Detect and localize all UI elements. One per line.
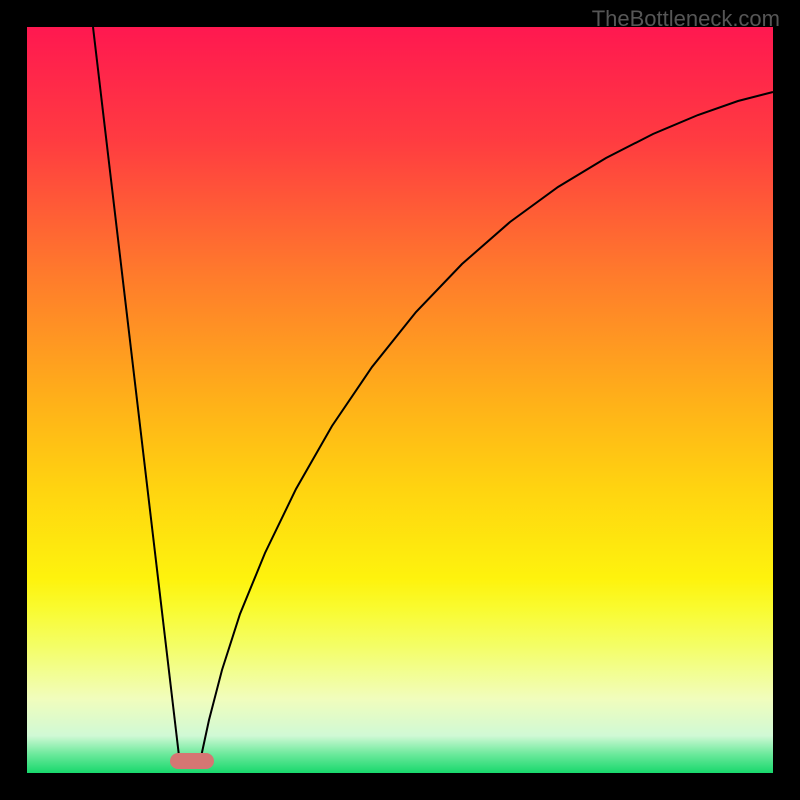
chart-container: TheBottleneck.com <box>0 0 800 800</box>
bottleneck-chart <box>0 0 800 800</box>
watermark-text: TheBottleneck.com <box>592 6 780 32</box>
